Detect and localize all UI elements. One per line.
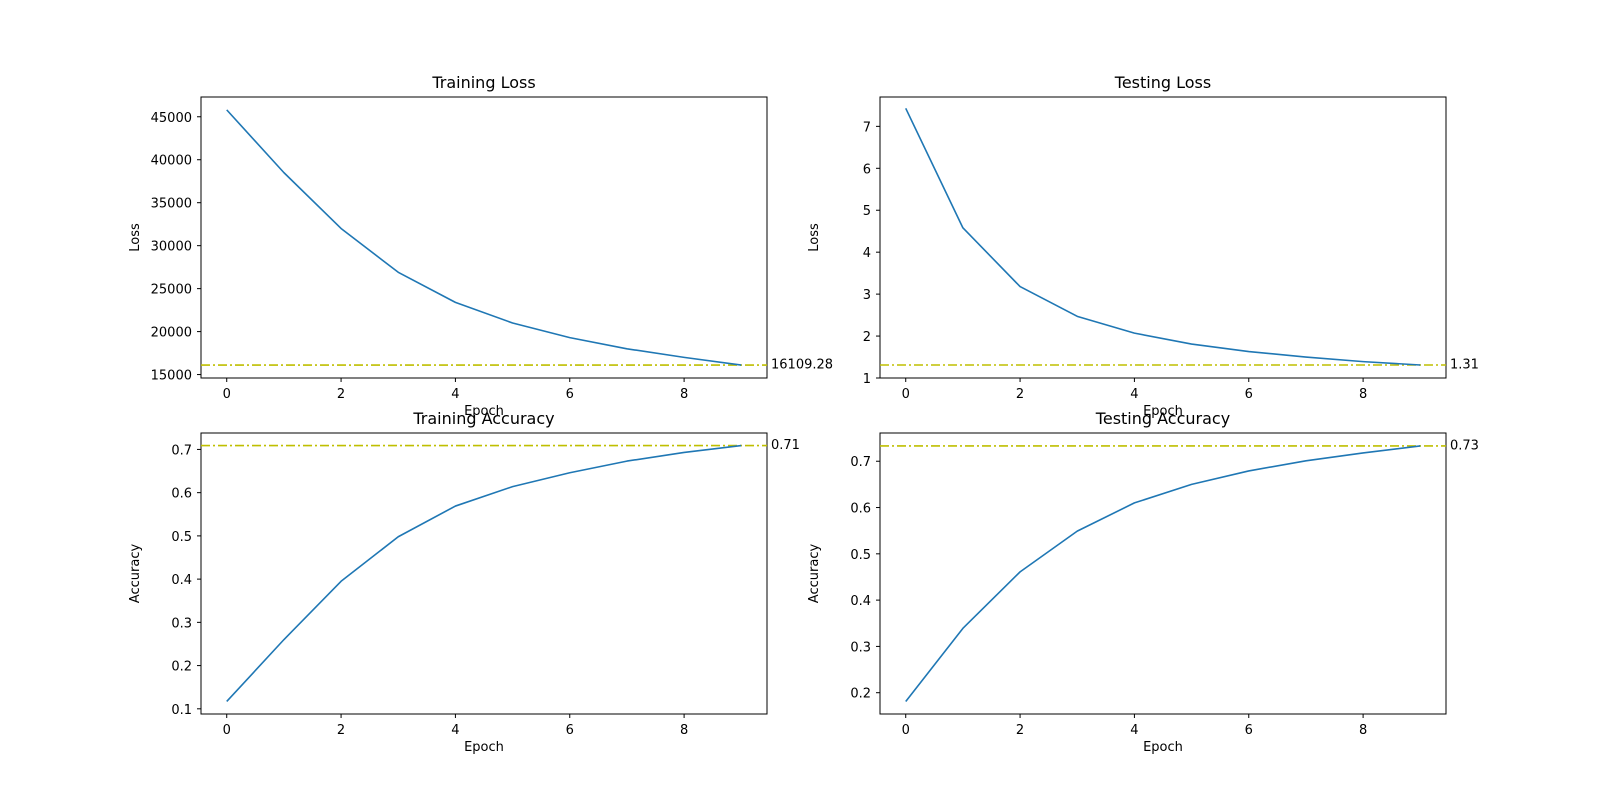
subplot-testing-accuracy: Testing Accuracy Epoch Accuracy 0.73 0 2 4…	[807, 409, 1479, 755]
y-tick-label: 0.2	[850, 687, 871, 702]
y-tick-label: 3	[863, 288, 871, 303]
x-tick-label: 6	[566, 723, 574, 738]
y-tick-label: 0.3	[171, 616, 192, 631]
x-tick-label: 4	[451, 387, 459, 402]
x-tick-label: 6	[1245, 387, 1253, 402]
y-tick-label: 0.6	[850, 502, 871, 517]
chart-title: Training Loss	[431, 73, 535, 92]
reference-line-label: 1.31	[1450, 357, 1479, 372]
x-tick-label: 4	[1130, 723, 1138, 738]
y-tick-label: 0.7	[850, 455, 871, 470]
x-tick-label: 0	[902, 723, 910, 738]
axes-frame	[879, 432, 1447, 715]
y-tick-label: 40000	[151, 154, 192, 169]
subplot-training-accuracy: Training Accuracy Epoch Accuracy 0.71 0 2…	[128, 409, 800, 755]
y-tick-label: 15000	[151, 369, 192, 384]
x-tick-label: 0	[223, 723, 231, 738]
y-tick-label: 30000	[151, 240, 192, 255]
y-tick-label: 1	[863, 372, 871, 387]
x-tick-label: 8	[1359, 723, 1367, 738]
y-tick-label: 4	[863, 246, 871, 261]
x-tick-label: 2	[337, 387, 345, 402]
y-tick-label: 0.5	[850, 548, 871, 563]
y-tick-label: 6	[863, 162, 871, 177]
subplot-training-loss: Training Loss Epoch Loss 16109.28 0 2 4 6 8 1…	[128, 73, 833, 419]
chart-title: Training Accuracy	[412, 409, 554, 428]
x-tick-label: 8	[680, 387, 688, 402]
y-tick-label: 35000	[151, 197, 192, 212]
y-axis-label: Loss	[807, 223, 822, 252]
series-line	[905, 107, 1421, 366]
y-axis-label: Accuracy	[128, 544, 143, 604]
x-tick-label: 4	[451, 723, 459, 738]
x-tick-label: 8	[680, 723, 688, 738]
axes-frame	[879, 96, 1447, 379]
x-tick-label: 2	[1016, 387, 1024, 402]
y-tick-label: 45000	[151, 111, 192, 126]
y-tick-label: 0.4	[171, 573, 192, 588]
x-tick-label: 2	[337, 723, 345, 738]
y-axis-label: Loss	[128, 223, 143, 252]
reference-line-label: 0.71	[771, 438, 800, 453]
axes-frame	[200, 432, 768, 715]
reference-line-label: 0.73	[1450, 438, 1479, 453]
y-tick-label: 5	[863, 204, 871, 219]
y-tick-label: 0.7	[171, 443, 192, 458]
x-axis-label: Epoch	[1143, 740, 1183, 755]
y-tick-label: 25000	[151, 283, 192, 298]
x-tick-label: 8	[1359, 387, 1367, 402]
y-tick-label: 20000	[151, 326, 192, 341]
y-tick-label: 0.3	[850, 640, 871, 655]
x-axis-label: Epoch	[464, 740, 504, 755]
y-tick-label: 2	[863, 330, 871, 345]
x-axis-label: Epoch	[464, 404, 504, 419]
y-tick-label: 0.1	[171, 703, 192, 718]
x-tick-label: 6	[566, 387, 574, 402]
x-tick-label: 0	[902, 387, 910, 402]
reference-line-label: 16109.28	[771, 358, 833, 373]
x-tick-label: 6	[1245, 723, 1253, 738]
y-tick-label: 7	[863, 120, 871, 135]
series-line	[905, 445, 1421, 702]
y-tick-label: 0.2	[171, 660, 192, 675]
x-tick-label: 2	[1016, 723, 1024, 738]
series-line	[226, 109, 742, 366]
x-axis-label: Epoch	[1143, 404, 1183, 419]
x-tick-label: 0	[223, 387, 231, 402]
subplot-testing-loss: Testing Loss Epoch Loss 1.31 0 2 4 6 8 1 2 3 4 5 6…	[807, 73, 1479, 419]
chart-title: Testing Loss	[1114, 73, 1211, 92]
y-tick-label: 0.6	[171, 487, 192, 502]
x-tick-label: 4	[1130, 387, 1138, 402]
y-tick-label: 0.5	[171, 530, 192, 545]
y-axis-label: Accuracy	[807, 544, 822, 604]
chart-title: Testing Accuracy	[1095, 409, 1230, 428]
y-tick-label: 0.4	[850, 594, 871, 609]
axes-frame	[200, 96, 768, 379]
series-line	[226, 444, 742, 703]
